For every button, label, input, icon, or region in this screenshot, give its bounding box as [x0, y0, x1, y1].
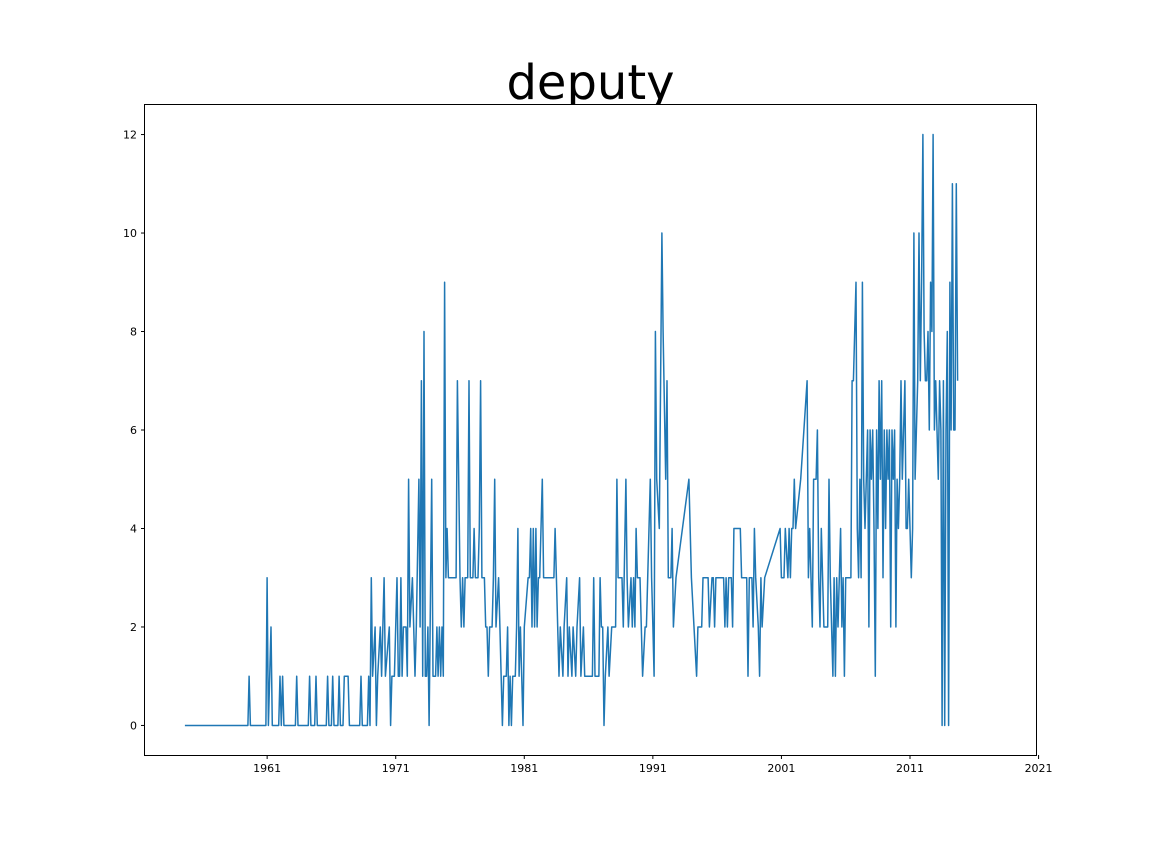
x-tick-label: 2021	[1025, 762, 1053, 775]
y-axis: 0 2 4 6 8 10 12	[123, 129, 145, 732]
x-tick-label: 1991	[639, 762, 667, 775]
y-tick-label: 12	[123, 129, 137, 142]
x-tick-label: 2011	[896, 762, 924, 775]
chart-title: deputy	[506, 55, 674, 111]
x-tick-label: 2001	[767, 762, 795, 775]
y-tick-label: 6	[130, 424, 137, 437]
x-tick-label: 1971	[382, 762, 410, 775]
y-tick-label: 2	[130, 621, 137, 634]
y-tick-label: 4	[130, 522, 137, 535]
y-tick-label: 8	[130, 326, 137, 339]
x-tick-label: 1961	[253, 762, 281, 775]
y-tick-label: 0	[130, 719, 137, 732]
axes-frame	[144, 104, 1037, 756]
y-tick-label: 10	[123, 227, 137, 240]
x-tick-label: 1981	[510, 762, 538, 775]
series-line	[184, 133, 959, 727]
x-axis: 1961 1971 1981 1991 2001 2011 2021	[253, 755, 1053, 775]
